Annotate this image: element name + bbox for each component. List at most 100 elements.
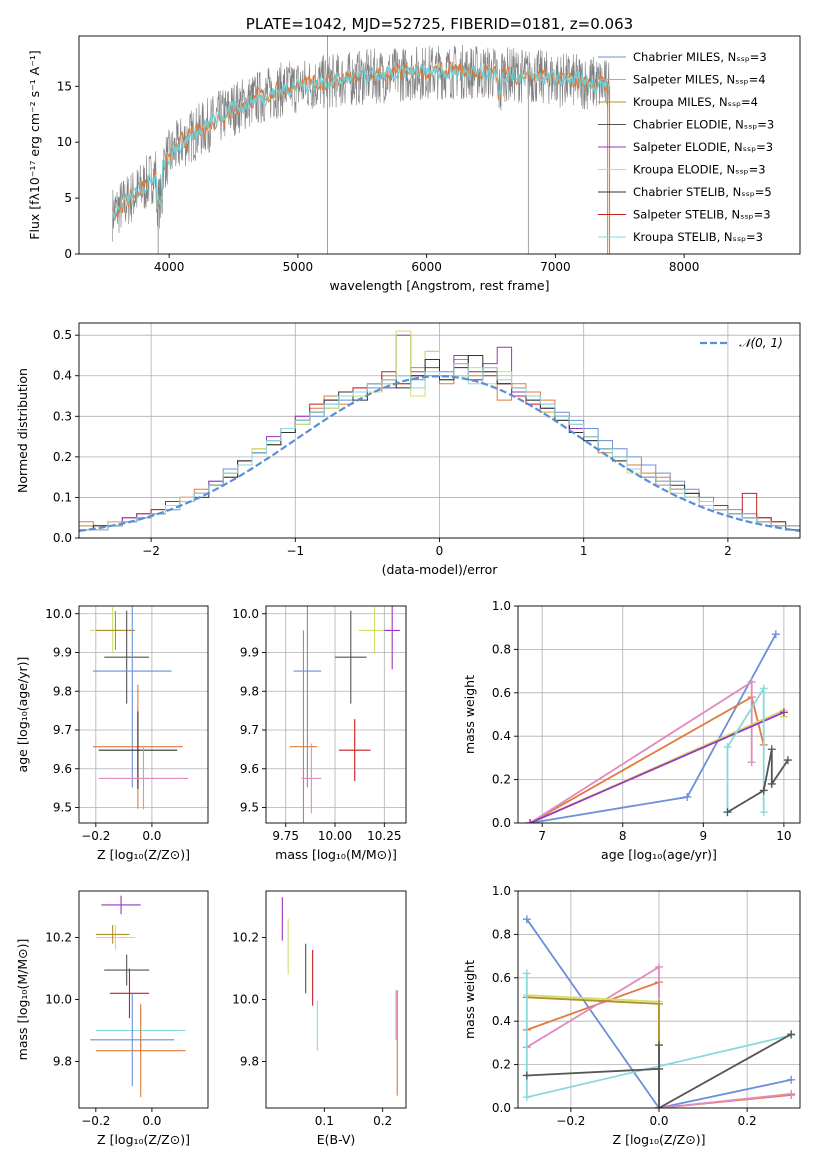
y-tick-label: 0.6 [492, 686, 511, 700]
axes-frame [78, 605, 209, 824]
y-tick-label: 9.7 [53, 723, 72, 737]
legend-entry: Salpeter ELODIE, Nₛₛₚ=3 [633, 140, 773, 154]
error-bar-point-6 [98, 747, 189, 810]
y-tick-label: 10 [57, 135, 72, 149]
error-bar-point-6 [90, 993, 175, 1087]
error-bar-point-5 [338, 719, 371, 782]
error-bar-point-5 [98, 711, 178, 789]
y-tick-label: 9.7 [240, 723, 259, 737]
y-tick-label: 0 [64, 247, 72, 261]
y-tick-label: 9.5 [240, 801, 259, 815]
y-tick-label: 10.2 [232, 931, 259, 945]
x-axis-label: E(B-V) [317, 1132, 356, 1147]
x-axis-label: age [log₁₀(age/yr)] [601, 847, 717, 862]
error-bar-point-3 [293, 606, 322, 788]
y-tick-label: 0.5 [53, 328, 72, 342]
x-axis-label: Z [log₁₀(Z/Z⊙)] [97, 847, 190, 862]
plus-marker [723, 808, 732, 817]
legend-entry: Chabrier ELODIE, Nₛₛₚ=3 [633, 118, 774, 132]
chart-title: PLATE=1042, MJD=52725, FIBERID=0181, z=0… [246, 15, 633, 33]
plus-marker [655, 962, 663, 971]
error-bar-point-3 [104, 954, 150, 986]
plot-area [111, 36, 611, 254]
error-bar-point-2 [104, 610, 150, 704]
plus-marker [747, 677, 756, 686]
x-tick-label: 9.75 [272, 829, 299, 843]
plus-marker [759, 808, 768, 817]
legend: Chabrier MILES, Nₛₛₚ=3 Salpeter MILES, Nₛ… [598, 50, 774, 244]
x-tick-label: 10.00 [318, 829, 352, 843]
y-axis-label: Flux [fλ10⁻¹⁷ erg cm⁻² s⁻¹ A⁻¹] [27, 50, 42, 239]
error-bar-point-3 [93, 606, 172, 788]
panel-mass-vs-EBV: 0.1 0.2 9.8 10.0 10.2 E(B-V) [232, 890, 407, 1147]
legend-entry: Chabrier STELIB, Nₛₛₚ=5 [633, 185, 772, 199]
plus-marker [787, 1089, 796, 1098]
plus-marker [759, 786, 768, 795]
y-tick-label: 5 [64, 191, 72, 205]
y-tick-label: 9.8 [240, 684, 259, 698]
panel-residual-histogram: −2 −1 0 1 2 0.0 0.1 0.2 0.3 0.4 0.5 (data-model)/er… [15, 322, 801, 577]
x-tick-label: 9 [699, 829, 707, 843]
plus-marker [522, 1071, 531, 1080]
y-tick-label: 9.9 [53, 646, 72, 660]
plot-area [90, 606, 189, 810]
x-tick-label: 4000 [154, 260, 185, 274]
x-tick-label: 0 [436, 544, 444, 558]
x-axis-label: mass [log₁₀(M/M⊙)] [275, 847, 397, 862]
model-spectrum [112, 64, 610, 220]
plus-marker [522, 969, 531, 978]
axes-frame [265, 605, 407, 824]
plus-marker [522, 915, 531, 924]
y-axis-label: mass [log₁₀(M/M⊙)] [15, 939, 30, 1061]
x-tick-label: −2 [142, 544, 160, 558]
x-tick-label: 7 [538, 829, 546, 843]
x-axis-label: Z [log₁₀(Z/Z⊙)] [613, 1132, 706, 1147]
x-tick-label: −0.2 [81, 829, 110, 843]
error-bar-point-0 [101, 895, 141, 915]
plot-area [522, 915, 796, 1108]
y-tick-label: 0.8 [492, 642, 511, 656]
y-tick-label: 0.0 [492, 816, 511, 830]
error-bar-point-4 [109, 968, 150, 1019]
x-tick-label: 8 [619, 829, 627, 843]
legend-entry: Kroupa MILES, Nₛₛₚ=4 [633, 95, 758, 109]
panel-massweight-vs-age: 7 8 9 10 0.0 0.2 0.4 0.6 0.8 1.0 age [log₁₀(age/yr… [462, 599, 801, 862]
plus-marker [683, 792, 692, 801]
y-tick-label: 9.6 [53, 762, 72, 776]
y-tick-label: 0.0 [492, 1101, 511, 1115]
mass-weight-line-6 [727, 749, 789, 813]
legend-entry: Kroupa STELIB, Nₛₛₚ=3 [633, 230, 763, 244]
x-tick-label: −1 [286, 544, 304, 558]
axes-frame [78, 35, 801, 255]
plot-area [281, 897, 398, 1096]
x-tick-label: 0.2 [373, 1114, 392, 1128]
x-tick-label: 5000 [283, 260, 314, 274]
y-tick-label: 1.0 [492, 884, 511, 898]
mass-weight-line-2 [529, 680, 753, 823]
y-tick-label: 0.2 [492, 1058, 511, 1072]
y-axis-label: mass weight [462, 675, 477, 754]
error-bar-point-1 [95, 925, 136, 950]
y-axis-label: Normed distribution [15, 368, 30, 493]
x-tick-label: 0.1 [315, 1114, 334, 1128]
y-tick-label: 0.3 [53, 409, 72, 423]
x-tick-label: 6000 [411, 260, 442, 274]
plus-marker [779, 708, 788, 717]
y-tick-label: 1.0 [492, 599, 511, 613]
plus-marker [783, 756, 792, 765]
plus-marker [787, 1030, 796, 1039]
error-bar-point-2 [335, 610, 367, 704]
y-tick-label: 10.0 [45, 993, 72, 1007]
mass-weight-line-4 [529, 711, 785, 823]
y-tick-label: 9.8 [53, 684, 72, 698]
error-bar-point-1 [95, 611, 136, 650]
error-bar-point-7 [95, 1004, 186, 1098]
axes-frame [78, 890, 209, 1109]
y-tick-label: 0.2 [492, 773, 511, 787]
y-tick-label: 0.6 [492, 971, 511, 985]
plus-marker [655, 1041, 663, 1050]
histogram-series-6 [79, 363, 800, 538]
y-tick-label: 10.2 [45, 931, 72, 945]
x-tick-label: −0.2 [556, 1114, 585, 1128]
x-tick-label: −0.2 [81, 1114, 110, 1128]
